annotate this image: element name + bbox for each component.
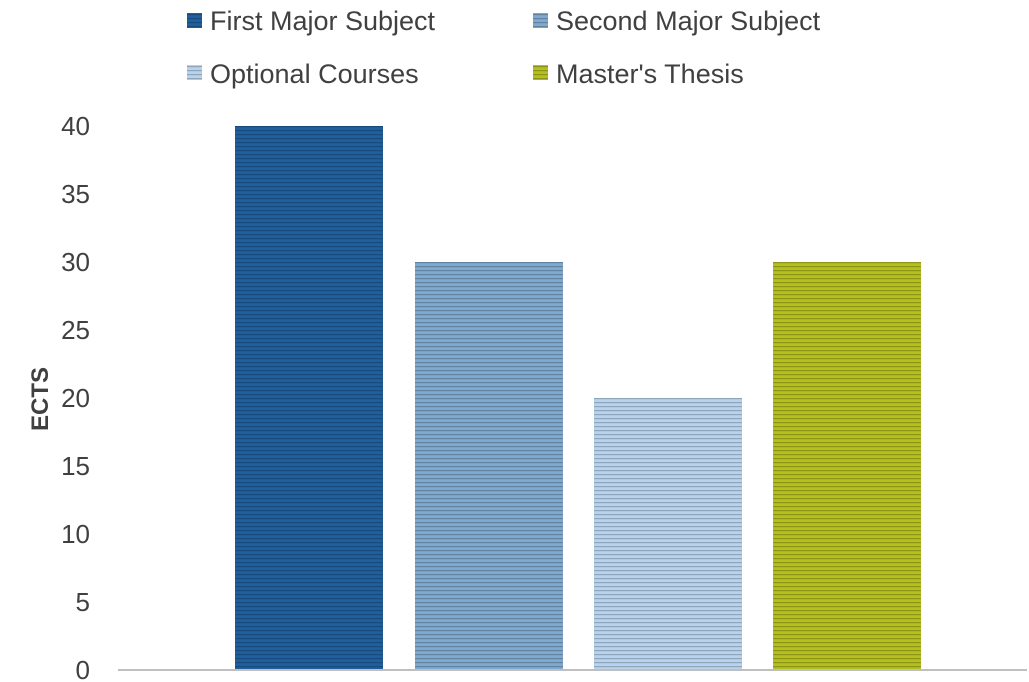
- legend-label-second-major-subject: Second Major Subject: [556, 6, 821, 36]
- bar-optional-courses: [594, 398, 742, 670]
- y-tick-label-20: 20: [61, 383, 90, 413]
- legend-label-first-major-subject: First Major Subject: [210, 6, 436, 36]
- y-tick-label-40: 40: [61, 111, 90, 141]
- legend-swatch-optional-courses: [187, 65, 202, 80]
- y-tick-label-25: 25: [61, 315, 90, 345]
- y-tick-label-35: 35: [61, 179, 90, 209]
- y-tick-label-5: 5: [76, 587, 90, 617]
- bars: [235, 126, 921, 670]
- legend-swatch-second-major-subject: [533, 13, 548, 28]
- bar-master-s-thesis: [773, 262, 921, 670]
- legend-label-masters-thesis: Master's Thesis: [556, 59, 744, 89]
- y-tick-label-0: 0: [76, 655, 90, 682]
- legend-swatch-masters-thesis: [533, 65, 548, 80]
- y-tick-label-30: 30: [61, 247, 90, 277]
- legend-item-first-major-subject: First Major Subject: [187, 6, 436, 36]
- legend-label-optional-courses: Optional Courses: [210, 59, 419, 89]
- y-tick-label-15: 15: [61, 451, 90, 481]
- bar-second-major-subject: [415, 262, 563, 670]
- legend-swatch-first-major-subject: [187, 13, 202, 28]
- legend: First Major Subject Second Major Subject…: [187, 6, 821, 89]
- bar-first-major-subject: [235, 126, 383, 670]
- legend-item-masters-thesis: Master's Thesis: [533, 59, 744, 89]
- y-axis-ticks: 0 5 10 15 20 25 30 35 40: [61, 111, 90, 682]
- legend-item-second-major-subject: Second Major Subject: [533, 6, 821, 36]
- y-axis-title: ECTS: [27, 367, 54, 431]
- y-tick-label-10: 10: [61, 519, 90, 549]
- legend-item-optional-courses: Optional Courses: [187, 59, 419, 89]
